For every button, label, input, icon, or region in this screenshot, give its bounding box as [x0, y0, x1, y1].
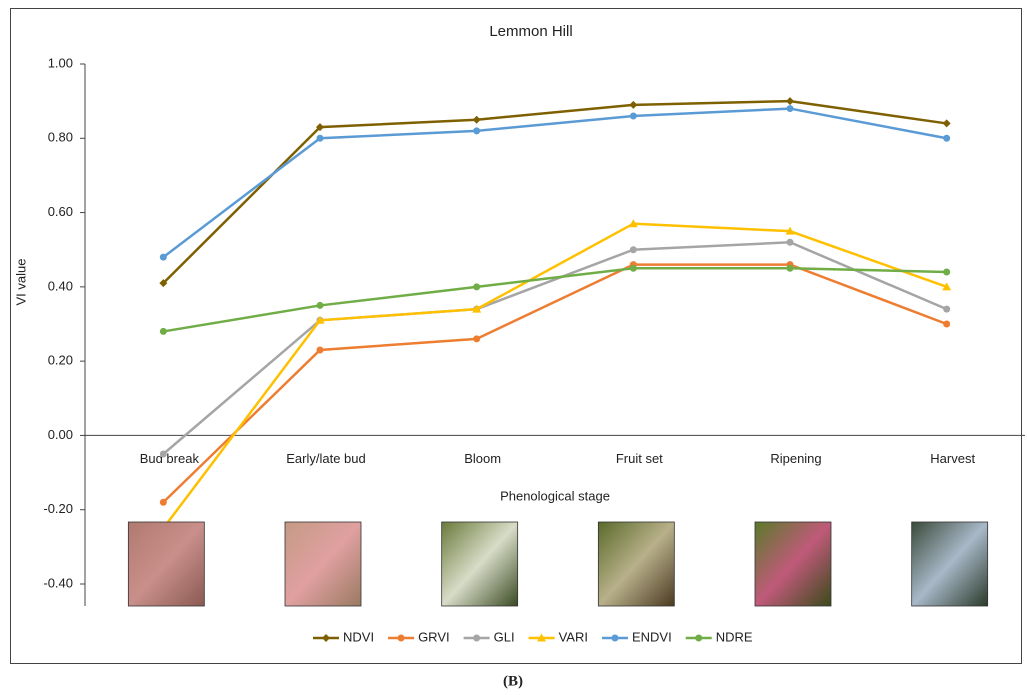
marker	[943, 321, 950, 328]
marker	[317, 347, 324, 354]
marker	[695, 635, 702, 642]
stage-photo	[598, 522, 674, 606]
marker	[473, 283, 480, 290]
marker	[398, 635, 405, 642]
legend-label: GRVI	[418, 629, 450, 644]
y-tick-label: 0.80	[48, 130, 73, 145]
caption: (B)	[503, 673, 523, 689]
y-tick-label: 0.00	[48, 427, 73, 442]
x-tick-label: Harvest	[930, 451, 975, 466]
y-tick-label: 0.40	[48, 278, 73, 293]
marker	[786, 97, 794, 105]
x-tick-label: Fruit set	[616, 451, 663, 466]
marker	[473, 116, 481, 124]
series-line	[163, 265, 946, 503]
marker	[160, 451, 167, 458]
legend-label: ENDVI	[632, 629, 672, 644]
chart: Lemmon Hill VI value Phenological stage …	[0, 0, 1027, 695]
x-tick-label: Early/late bud	[286, 451, 366, 466]
stage-photo	[912, 522, 988, 606]
y-tick-label: 0.60	[48, 204, 73, 219]
marker	[160, 328, 167, 335]
marker	[322, 634, 330, 642]
marker	[787, 105, 794, 112]
marker	[943, 135, 950, 142]
x-tick-label: Bud break	[140, 451, 200, 466]
y-tick-label: 1.00	[48, 55, 73, 70]
legend-label: VARI	[559, 629, 588, 644]
stage-photo	[285, 522, 361, 606]
y-axis-label: VI value	[13, 259, 28, 306]
marker	[943, 119, 951, 127]
x-tick-label: Bloom	[464, 451, 501, 466]
marker	[787, 239, 794, 246]
marker	[473, 127, 480, 134]
marker	[317, 302, 324, 309]
series-line	[163, 101, 946, 283]
x-tick-label: Ripening	[770, 451, 821, 466]
marker	[943, 306, 950, 313]
legend-label: GLI	[494, 629, 515, 644]
series-line	[163, 242, 946, 454]
legend-label: NDRE	[716, 629, 753, 644]
marker	[160, 499, 167, 506]
x-axis-label: Phenological stage	[500, 488, 610, 503]
marker	[943, 269, 950, 276]
y-tick-label: -0.20	[43, 501, 73, 516]
marker	[611, 635, 618, 642]
marker	[160, 254, 167, 261]
y-tick-label: -0.40	[43, 575, 73, 590]
stage-photos	[128, 522, 987, 606]
series-line	[163, 268, 946, 331]
marker	[630, 265, 637, 272]
series-line	[163, 109, 946, 258]
marker	[629, 101, 637, 109]
marker	[630, 113, 637, 120]
stage-photo	[128, 522, 204, 606]
marker	[787, 265, 794, 272]
marker	[473, 635, 480, 642]
marker	[473, 335, 480, 342]
legend-label: NDVI	[343, 629, 374, 644]
stage-photo	[755, 522, 831, 606]
stage-photo	[442, 522, 518, 606]
y-tick-label: 0.20	[48, 353, 73, 368]
marker	[317, 135, 324, 142]
marker	[630, 246, 637, 253]
chart-title: Lemmon Hill	[489, 23, 572, 40]
legend: NDVI GRVI GLI VARI ENDVI NDRE	[313, 629, 753, 644]
